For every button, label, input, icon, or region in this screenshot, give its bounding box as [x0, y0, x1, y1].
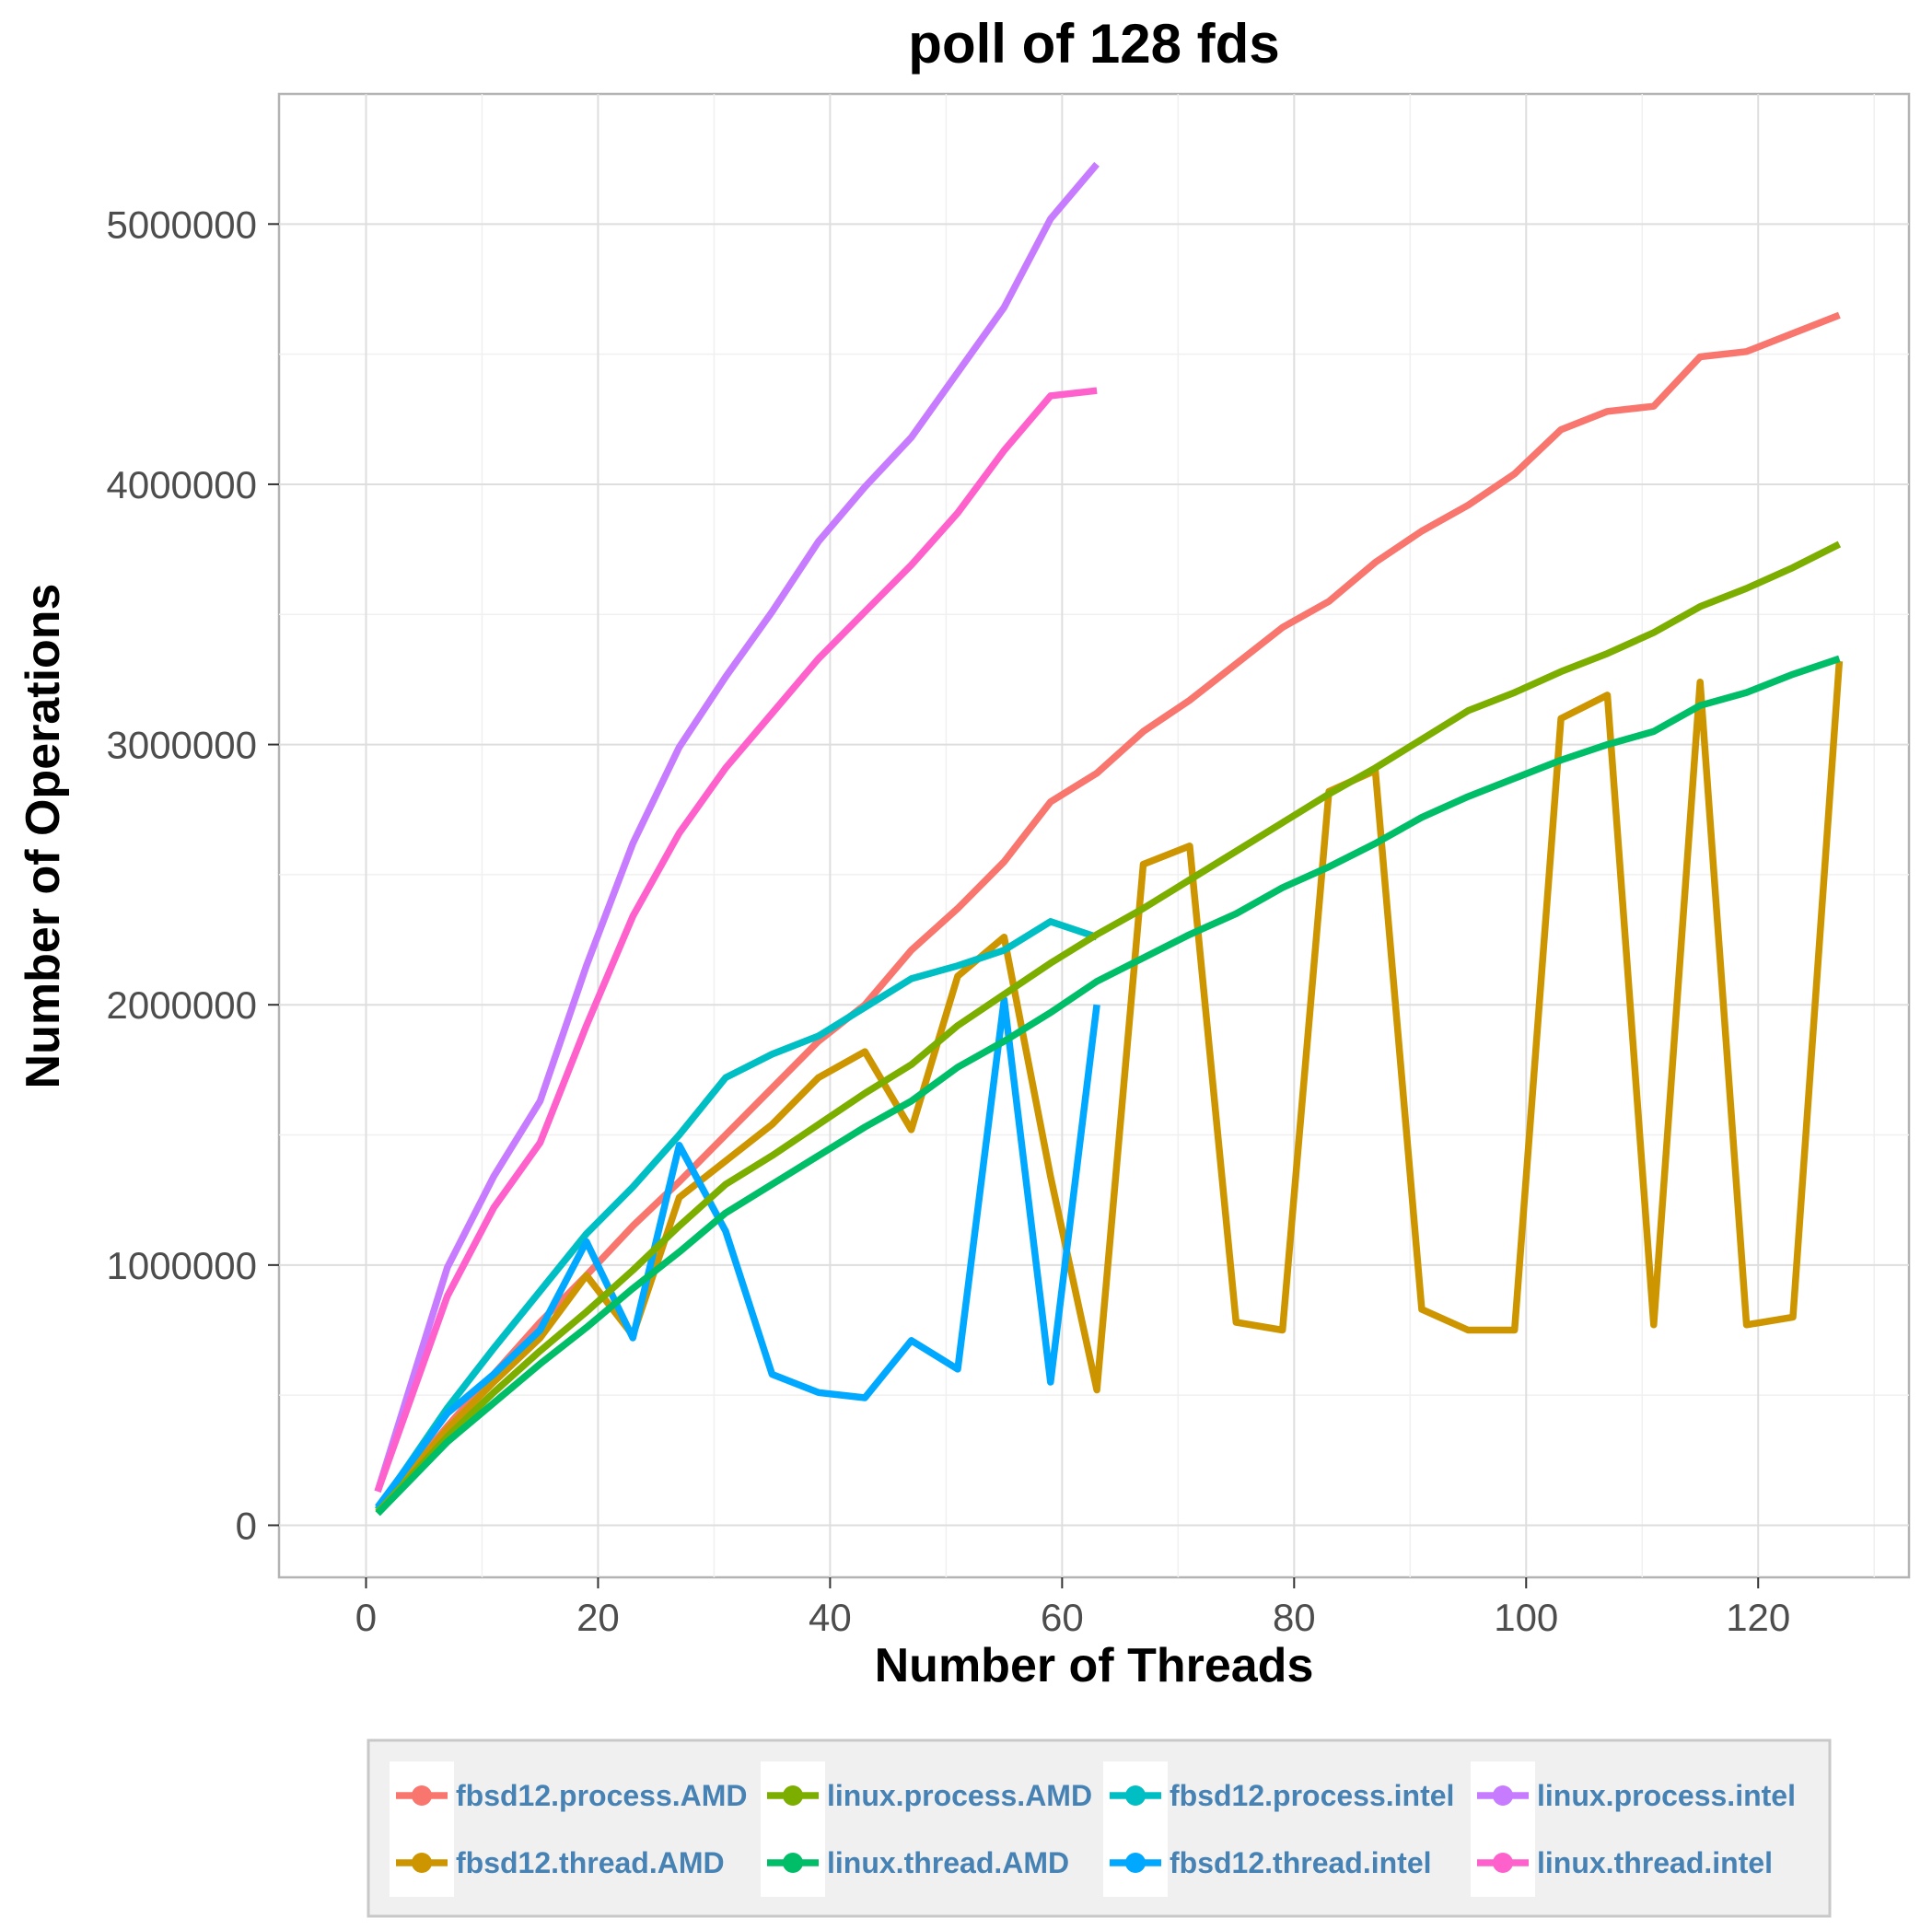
legend-box — [367, 1738, 1832, 1918]
y-tick-label: 2000000 — [106, 983, 257, 1027]
x-tick-label: 0 — [355, 1596, 377, 1639]
y-tick-label: 1000000 — [106, 1244, 257, 1287]
y-tick-label: 5000000 — [106, 203, 257, 246]
series-line-linux-thread-intel — [374, 387, 1098, 1493]
legend-key-point — [783, 1853, 803, 1873]
plot-panel — [277, 92, 1911, 1579]
legend-key-point — [412, 1785, 432, 1806]
legend-label: fbsd12.process.intel — [1170, 1779, 1454, 1812]
legend-item-linux-thread-AMD: linux.thread.AMD — [761, 1829, 1069, 1897]
x-tick-label: 60 — [1041, 1596, 1084, 1639]
axis-ticks: 0 20 40 60 80 100 120 0 1000000 2000000 3000000 400… — [106, 203, 1790, 1639]
x-tick-label: 120 — [1726, 1596, 1790, 1639]
chart-title: poll of 128 fds — [908, 13, 1279, 75]
series-line-linux-thread-AMD — [375, 655, 1841, 1517]
legend-item-linux-thread-intel: linux.thread.intel — [1471, 1829, 1773, 1897]
y-tick-label: 0 — [236, 1504, 257, 1547]
legend-label: linux.process.AMD — [827, 1779, 1092, 1812]
legend-item-fbsd12-thread-AMD: fbsd12.thread.AMD — [390, 1829, 725, 1897]
legend-key-point — [1125, 1785, 1146, 1806]
plot-border — [277, 92, 1911, 1579]
legend: fbsd12.process.AMD linux.process.AMD fbsd1… — [367, 1738, 1832, 1918]
legend-item-fbsd12-process-intel: fbsd12.process.intel — [1103, 1761, 1454, 1830]
legend-label: fbsd12.thread.intel — [1170, 1846, 1432, 1879]
series-line-fbsd12-process-intel — [375, 918, 1099, 1512]
gridlines — [279, 94, 1909, 1577]
legend-key-point — [1493, 1853, 1513, 1873]
legend-label: linux.thread.intel — [1537, 1846, 1773, 1879]
series-line-linux-process-AMD — [375, 541, 1842, 1515]
legend-item-fbsd12-process-AMD: fbsd12.process.AMD — [390, 1761, 748, 1830]
legend-item-linux-process-intel: linux.process.intel — [1471, 1761, 1796, 1830]
legend-key-point — [783, 1785, 803, 1806]
y-tick-label: 4000000 — [106, 463, 257, 506]
y-axis-title: Number of Operations — [17, 584, 70, 1089]
legend-label: fbsd12.thread.AMD — [456, 1846, 725, 1879]
legend-label: linux.process.intel — [1537, 1779, 1796, 1812]
x-tick-label: 40 — [809, 1596, 852, 1639]
series-line-fbsd12-process-AMD — [375, 311, 1841, 1512]
series-layer — [374, 161, 1844, 1517]
y-tick-label: 3000000 — [106, 724, 257, 767]
legend-item-fbsd12-thread-intel: fbsd12.thread.intel — [1103, 1829, 1432, 1897]
x-axis-title: Number of Threads — [875, 1639, 1314, 1692]
series-line-linux-process-intel — [374, 161, 1100, 1493]
x-tick-label: 20 — [576, 1596, 620, 1639]
series-line-fbsd12-thread-intel — [375, 995, 1100, 1509]
legend-label: linux.thread.AMD — [827, 1846, 1069, 1879]
legend-item-linux-process-AMD: linux.process.AMD — [761, 1761, 1092, 1830]
x-tick-label: 100 — [1494, 1596, 1558, 1639]
legend-key-point — [412, 1853, 432, 1873]
legend-key-point — [1493, 1785, 1513, 1806]
x-tick-label: 80 — [1273, 1596, 1316, 1639]
legend-label: fbsd12.process.AMD — [456, 1779, 748, 1812]
legend-key-point — [1125, 1853, 1146, 1873]
